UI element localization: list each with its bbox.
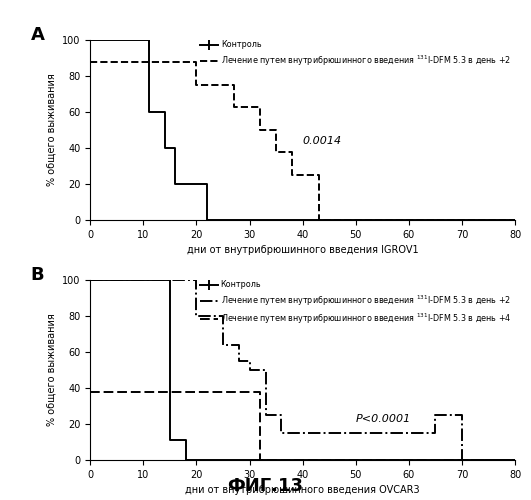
Legend: Контроль, Лечение путем внутрибрюшинного введения $^{131}$I-DFM 5.3 в день +2, Л: Контроль, Лечение путем внутрибрюшинного…	[200, 280, 511, 326]
Text: 0.0014: 0.0014	[303, 136, 342, 146]
Text: P<0.0001: P<0.0001	[356, 414, 411, 424]
X-axis label: дни от внутрибрюшинного введения IGROV1: дни от внутрибрюшинного введения IGROV1	[187, 246, 418, 256]
X-axis label: дни от внутрибрюшинного введения OVCAR3: дни от внутрибрюшинного введения OVCAR3	[185, 486, 420, 496]
Legend: Контроль, Лечение путем внутрибрюшинного введения $^{131}$I-DFM 5.3 в день +2: Контроль, Лечение путем внутрибрюшинного…	[200, 40, 511, 68]
Text: A: A	[31, 26, 45, 44]
Y-axis label: % общего выживания: % общего выживания	[47, 74, 57, 186]
Y-axis label: % общего выживания: % общего выживания	[47, 314, 57, 426]
Text: B: B	[31, 266, 45, 283]
Text: ФИГ.13: ФИГ.13	[227, 477, 304, 495]
